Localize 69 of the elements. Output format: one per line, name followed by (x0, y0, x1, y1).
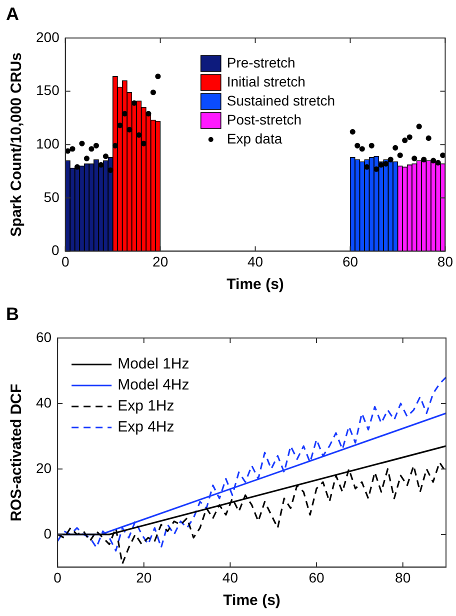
y-tick-label: 50 (44, 188, 60, 205)
legend-label: Model 1Hz (118, 356, 190, 373)
y-axis-title: Spark Count/10,000 CRUs (8, 52, 26, 237)
legend-label: Pre-stretch (226, 54, 296, 70)
point (435, 160, 441, 166)
y-tick-label: 100 (36, 135, 60, 152)
y-tick-label: 200 (36, 28, 60, 45)
y-tick-label: 150 (36, 82, 60, 98)
x-tick-label: 20 (136, 569, 152, 586)
x-tick-label: 40 (222, 569, 238, 586)
y-tick-label: 60 (36, 328, 52, 345)
point (146, 110, 152, 116)
x-tick-label: 20 (152, 253, 168, 270)
legend-label: Sustained stretch (226, 92, 336, 108)
x-axis-title: Time (s) (223, 592, 280, 610)
point (368, 142, 374, 148)
point (150, 90, 156, 96)
point (98, 162, 104, 168)
point (84, 156, 90, 162)
point (354, 142, 360, 148)
point (88, 146, 94, 152)
point (397, 152, 403, 158)
point (359, 146, 365, 152)
point (406, 134, 412, 140)
text: A (6, 4, 19, 24)
point (136, 132, 142, 138)
x-tick-label: 60 (308, 569, 325, 586)
point (388, 156, 394, 162)
point (350, 129, 356, 135)
point (421, 156, 427, 162)
point (155, 74, 161, 80)
point (402, 138, 408, 144)
x-tick-label: 40 (247, 253, 264, 270)
point (74, 164, 80, 170)
point (416, 124, 422, 130)
point (108, 167, 114, 173)
point (426, 135, 432, 142)
legend-label: Post-stretch (226, 111, 302, 128)
x-tick-label: 60 (342, 253, 358, 270)
point (70, 146, 76, 152)
legend-label: Initial stretch (226, 73, 306, 90)
y-tick-label: 20 (36, 460, 52, 476)
point (65, 148, 71, 154)
point (364, 164, 370, 170)
point (117, 122, 123, 128)
line-series (58, 376, 446, 552)
point (102, 154, 109, 160)
y-axis-title: ROS-activated DCF (8, 384, 26, 522)
y-tick-label: 40 (36, 394, 52, 410)
point (79, 140, 85, 146)
y-tick-label: 0 (52, 242, 60, 258)
point (392, 145, 398, 151)
x-tick-label: 80 (437, 253, 454, 270)
point (412, 156, 418, 162)
point (93, 142, 100, 148)
x-tick-label: 80 (395, 569, 411, 586)
point (374, 166, 380, 172)
point (383, 160, 389, 167)
x-axis-title: Time (s) (226, 276, 284, 294)
y-tick-label: 0 (44, 525, 52, 542)
text: B (6, 304, 19, 324)
legend-label: Model 4Hz (118, 376, 190, 394)
point (440, 152, 446, 158)
point (126, 126, 132, 132)
point (378, 162, 384, 168)
point (430, 158, 436, 164)
legend-label: Exp 1Hz (118, 398, 174, 415)
legend-label: Exp data (226, 130, 282, 146)
legend-label: Exp 4Hz (118, 418, 174, 436)
